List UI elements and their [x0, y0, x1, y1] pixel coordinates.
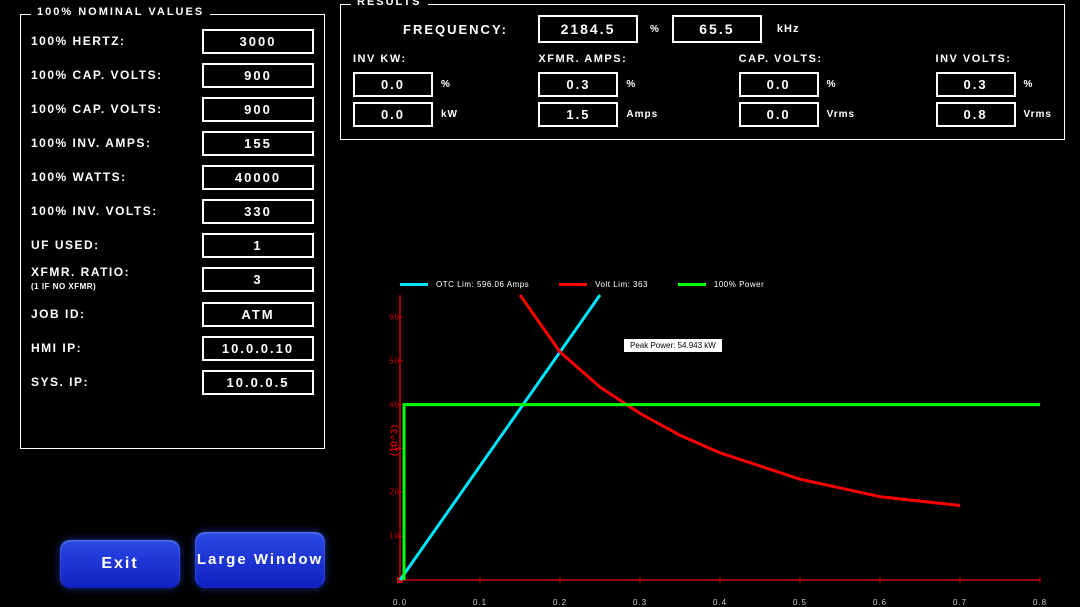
- x-tick: 0.8: [1033, 598, 1047, 607]
- x-tick: 0.3: [633, 598, 647, 607]
- nominal-label: Job ID:: [31, 307, 202, 321]
- nominal-row: Sys. IP:10.0.0.5: [31, 368, 314, 396]
- chart-legend-item: OTC Lim: 596.06 Amps: [400, 280, 529, 289]
- legend-label: Volt Lim: 363: [595, 280, 648, 289]
- legend-swatch: [400, 283, 428, 286]
- nominal-label: 100% Inv. Volts:: [31, 204, 202, 218]
- results-pct-unit: %: [1024, 79, 1034, 90]
- nominal-row: HMI IP:10.0.0.10: [31, 334, 314, 362]
- nominal-value[interactable]: 10.0.0.10: [202, 336, 314, 361]
- nominal-label: 100% Watts:: [31, 170, 202, 184]
- nominal-row: 100% Inv. Amps:155: [31, 129, 314, 157]
- nominal-value[interactable]: 155: [202, 131, 314, 156]
- nominal-value[interactable]: 10.0.0.5: [202, 370, 314, 395]
- results-value: 0.8: [936, 102, 1016, 127]
- nominal-label: HMI IP:: [31, 341, 202, 355]
- nominal-row: Xfmr. Ratio:(1 IF NO XFMR)3: [31, 265, 314, 294]
- large-window-button[interactable]: Large Window: [195, 532, 325, 588]
- nominal-value[interactable]: 3: [202, 267, 314, 292]
- nominal-label: 100% Inv. Amps:: [31, 136, 202, 150]
- nominal-row: Job ID:ATM: [31, 300, 314, 328]
- results-pct-value: 0.0: [353, 72, 433, 97]
- power-chart: OTC Lim: 596.06 Amps Volt Lim: 363 100% Po…: [360, 280, 1060, 600]
- results-col-label: Inv kW:: [353, 53, 458, 65]
- x-tick: 0.5: [793, 598, 807, 607]
- results-column: Inv kW: 0.0% 0.0 kW: [353, 53, 458, 127]
- nominal-label: Sys. IP:: [31, 375, 202, 389]
- peak-power-annotation: Peak Power: 54.943 kW: [624, 339, 722, 352]
- results-value: 0.0: [739, 102, 819, 127]
- chart-plot-area: Peak Power: 54.943 kW: [400, 295, 1040, 580]
- chart-series-otc: [400, 295, 600, 580]
- results-col-label: Inv Volts:: [936, 53, 1052, 65]
- legend-swatch: [559, 283, 587, 286]
- nominal-legend: 100% Nominal Values: [31, 6, 210, 18]
- pct-unit: %: [650, 24, 660, 35]
- results-value: 0.0: [353, 102, 433, 127]
- nominal-row: 100% Cap. Volts:900: [31, 61, 314, 89]
- results-pct-value: 0.3: [936, 72, 1016, 97]
- results-pct-value: 0.3: [538, 72, 618, 97]
- nominal-label: 100% Cap. Volts:: [31, 102, 202, 116]
- results-value-unit: Vrms: [827, 109, 855, 120]
- results-col-label: Cap. Volts:: [739, 53, 855, 65]
- results-pct-unit: %: [441, 79, 451, 90]
- nominal-row: 100% Cap. Volts:900: [31, 95, 314, 123]
- nominal-label: uF Used:: [31, 238, 202, 252]
- results-column: Cap. Volts: 0.0% 0.0 Vrms: [739, 53, 855, 127]
- nominal-row: 100% Inv. Volts:330: [31, 197, 314, 225]
- nominal-value[interactable]: 1: [202, 233, 314, 258]
- results-pct-value: 0.0: [739, 72, 819, 97]
- nominal-value[interactable]: 330: [202, 199, 314, 224]
- results-col-label: Xfmr. Amps:: [538, 53, 658, 65]
- chart-legend-item: 100% Power: [678, 280, 764, 289]
- results-column: Xfmr. Amps: 0.3% 1.5 Amps: [538, 53, 658, 127]
- x-tick: 0.7: [953, 598, 967, 607]
- chart-legend-item: Volt Lim: 363: [559, 280, 648, 289]
- frequency-label: Frequency:: [403, 22, 508, 37]
- nominal-value[interactable]: 900: [202, 63, 314, 88]
- frequency-pct-value: 2184.5: [538, 15, 638, 43]
- exit-button[interactable]: Exit: [60, 540, 180, 588]
- nominal-value[interactable]: 3000: [202, 29, 314, 54]
- nominal-row: uF Used:1: [31, 231, 314, 259]
- nominal-label: 100% Hertz:: [31, 34, 202, 48]
- x-tick: 0.4: [713, 598, 727, 607]
- nominal-value[interactable]: 40000: [202, 165, 314, 190]
- results-column: Inv Volts: 0.3% 0.8 Vrms: [936, 53, 1052, 127]
- x-tick: 0.2: [553, 598, 567, 607]
- results-panel: Results Frequency: 2184.5 % 65.5 kHz Inv…: [340, 4, 1065, 140]
- nominal-label: 100% Cap. Volts:: [31, 68, 202, 82]
- results-pct-unit: %: [827, 79, 837, 90]
- x-tick: 0.6: [873, 598, 887, 607]
- nominal-row: 100% Watts:40000: [31, 163, 314, 191]
- results-value: 1.5: [538, 102, 618, 127]
- nominal-value[interactable]: 900: [202, 97, 314, 122]
- results-pct-unit: %: [626, 79, 636, 90]
- x-tick: 0.1: [473, 598, 487, 607]
- results-value-unit: Vrms: [1024, 109, 1052, 120]
- frequency-khz-value: 65.5: [672, 15, 762, 43]
- chart-series-volt: [520, 295, 960, 505]
- results-legend: Results: [351, 0, 428, 8]
- chart-series-power: [404, 405, 1040, 580]
- results-value-unit: kW: [441, 109, 458, 120]
- nominal-value[interactable]: ATM: [202, 302, 314, 327]
- nominal-row: 100% Hertz:3000: [31, 27, 314, 55]
- legend-label: OTC Lim: 596.06 Amps: [436, 280, 529, 289]
- legend-label: 100% Power: [714, 280, 764, 289]
- results-value-unit: Amps: [626, 109, 658, 120]
- khz-unit: kHz: [777, 23, 800, 35]
- nominal-values-panel: 100% Nominal Values 100% Hertz:3000100% …: [20, 14, 325, 449]
- legend-swatch: [678, 283, 706, 286]
- nominal-label: Xfmr. Ratio:(1 IF NO XFMR): [31, 265, 202, 294]
- x-tick: 0.0: [393, 598, 407, 607]
